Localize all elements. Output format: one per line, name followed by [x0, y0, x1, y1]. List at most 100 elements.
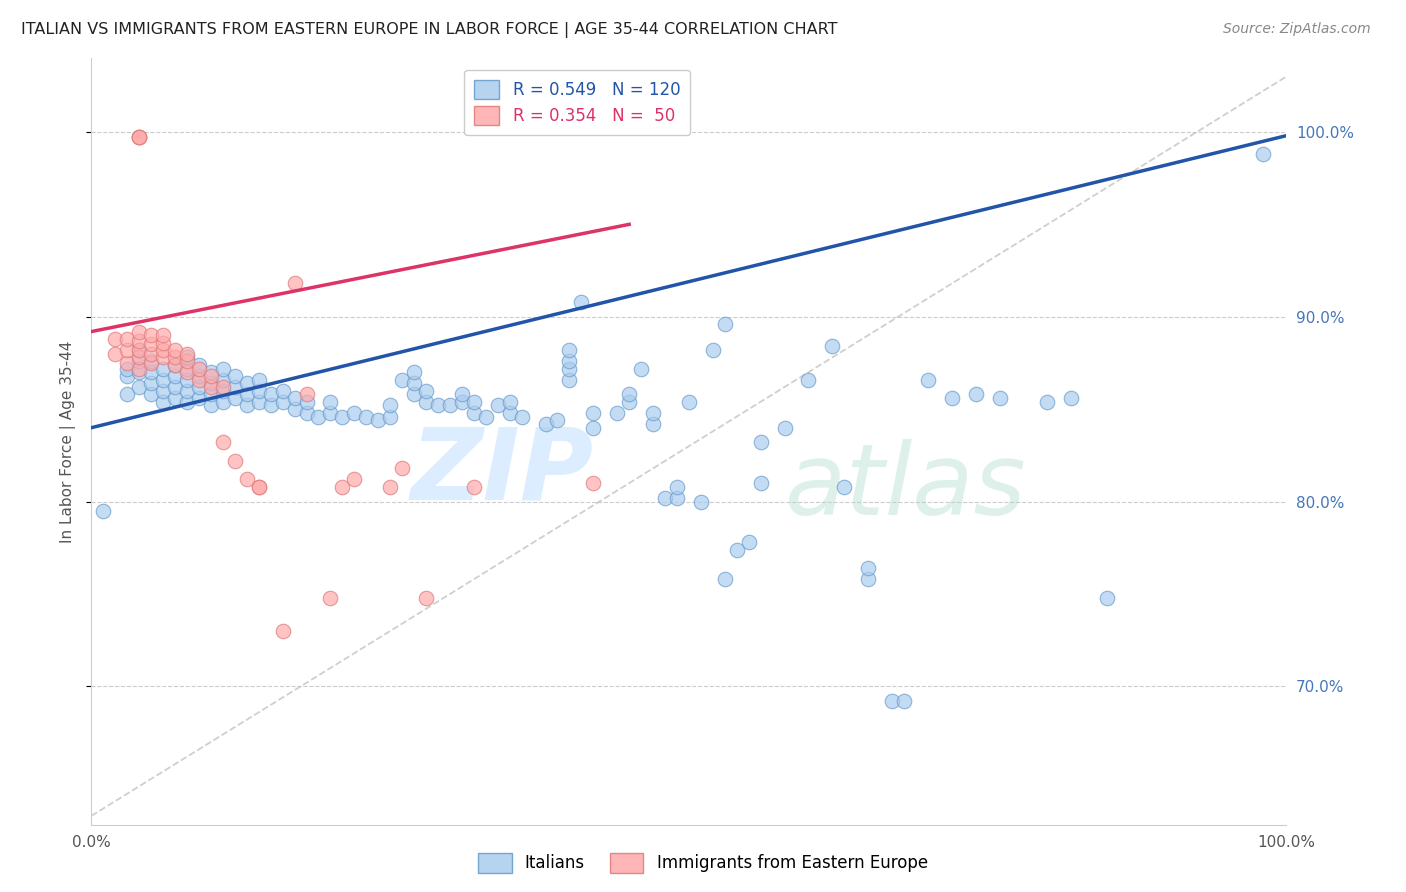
Point: [235, 399, 259, 413]
Point: [619, 387, 641, 401]
Point: [128, 343, 150, 357]
Point: [749, 476, 772, 491]
Point: [856, 561, 880, 575]
Point: [187, 391, 211, 405]
Point: [176, 347, 198, 361]
Point: [630, 361, 652, 376]
Point: [725, 542, 748, 557]
Point: [1097, 591, 1119, 605]
Point: [141, 354, 162, 368]
Point: [619, 394, 641, 409]
Point: [163, 368, 186, 383]
Point: [176, 361, 198, 376]
Point: [163, 380, 186, 394]
Point: [498, 394, 520, 409]
Point: [200, 368, 222, 383]
Point: [128, 354, 150, 368]
Point: [534, 417, 557, 431]
Point: [176, 365, 198, 379]
Point: [558, 373, 581, 387]
Point: [319, 591, 342, 605]
Point: [404, 365, 426, 379]
Point: [200, 380, 222, 394]
Point: [856, 572, 880, 586]
Point: [271, 624, 294, 638]
Point: [463, 406, 485, 420]
Point: [1060, 391, 1083, 405]
Point: [128, 365, 150, 379]
Point: [187, 361, 211, 376]
Point: [211, 394, 233, 409]
Point: [128, 130, 150, 145]
Point: [797, 373, 820, 387]
Point: [404, 387, 426, 401]
Point: [558, 361, 581, 376]
Point: [654, 491, 676, 505]
Point: [247, 384, 270, 398]
Point: [200, 365, 222, 379]
Point: [880, 694, 904, 708]
Point: [235, 472, 259, 486]
Point: [115, 361, 138, 376]
Point: [391, 461, 413, 475]
Point: [893, 694, 915, 708]
Point: [152, 351, 174, 365]
Point: [450, 387, 472, 401]
Point: [141, 328, 162, 343]
Point: [714, 317, 737, 331]
Point: [547, 413, 569, 427]
Point: [426, 399, 449, 413]
Point: [176, 384, 198, 398]
Point: [463, 480, 485, 494]
Point: [307, 409, 329, 424]
Point: [152, 373, 174, 387]
Point: [271, 384, 294, 398]
Point: [128, 343, 150, 357]
Point: [354, 409, 377, 424]
Point: [284, 402, 307, 417]
Point: [832, 480, 855, 494]
Text: ITALIAN VS IMMIGRANTS FROM EASTERN EUROPE IN LABOR FORCE | AGE 35-44 CORRELATION: ITALIAN VS IMMIGRANTS FROM EASTERN EUROP…: [21, 22, 838, 38]
Point: [415, 384, 437, 398]
Point: [319, 394, 342, 409]
Point: [463, 394, 485, 409]
Point: [141, 365, 162, 379]
Point: [176, 373, 198, 387]
Point: [235, 387, 259, 401]
Point: [163, 343, 186, 357]
Point: [200, 376, 222, 391]
Point: [343, 472, 366, 486]
Point: [965, 387, 987, 401]
Point: [332, 409, 354, 424]
Point: [224, 368, 246, 383]
Point: [176, 394, 198, 409]
Point: [247, 480, 270, 494]
Legend: R = 0.549   N = 120, R = 0.354   N =  50: R = 0.549 N = 120, R = 0.354 N = 50: [464, 70, 690, 136]
Point: [439, 399, 461, 413]
Point: [128, 130, 150, 145]
Point: [737, 535, 759, 549]
Point: [917, 373, 939, 387]
Point: [404, 376, 426, 391]
Point: [510, 409, 533, 424]
Text: ZIP: ZIP: [411, 424, 593, 521]
Legend: Italians, Immigrants from Eastern Europe: Italians, Immigrants from Eastern Europe: [471, 847, 935, 880]
Point: [941, 391, 963, 405]
Point: [211, 380, 233, 394]
Point: [332, 480, 354, 494]
Point: [152, 394, 174, 409]
Point: [284, 277, 307, 291]
Point: [391, 373, 413, 387]
Text: Source: ZipAtlas.com: Source: ZipAtlas.com: [1223, 22, 1371, 37]
Point: [678, 394, 700, 409]
Point: [666, 491, 689, 505]
Point: [474, 409, 498, 424]
Point: [247, 394, 270, 409]
Point: [211, 361, 233, 376]
Point: [259, 387, 281, 401]
Point: [128, 325, 150, 339]
Point: [571, 295, 593, 310]
Point: [115, 356, 138, 370]
Point: [1251, 147, 1274, 161]
Point: [200, 399, 222, 413]
